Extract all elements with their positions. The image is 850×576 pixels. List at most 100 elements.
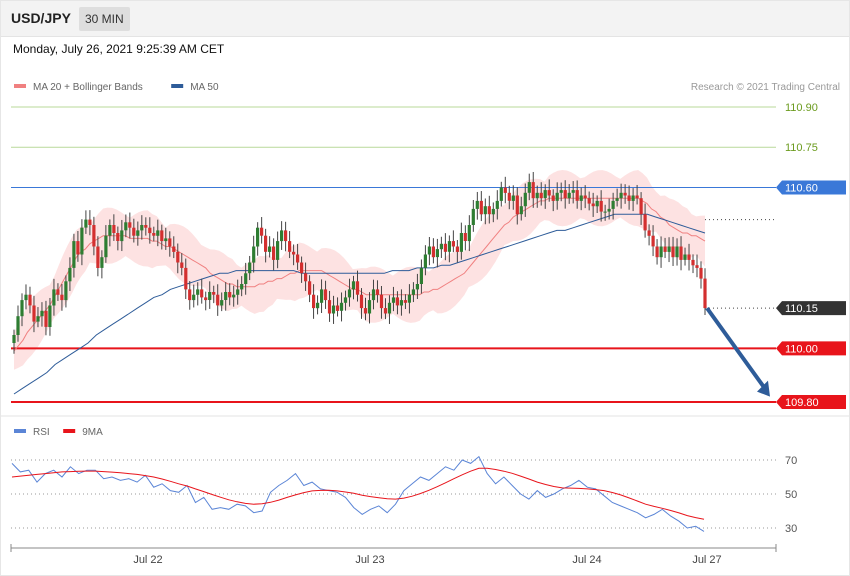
candle-body [531,182,535,199]
candle-body [527,182,531,193]
candle-body [236,289,240,295]
candle-body [331,305,336,314]
candle-body [511,195,515,201]
candle-body [695,265,699,268]
candle-body [467,225,471,242]
candle-body [168,238,172,247]
support-price-tag [776,341,846,356]
support-label: 110.00 [785,343,818,355]
candle-body [551,195,555,201]
rsi-legend-swatch [14,429,26,433]
candle-body [643,214,647,231]
candle-body [351,281,356,290]
candle-body [411,289,415,295]
candle-body [455,246,459,252]
rsi-tick-label: 50 [785,489,797,501]
candle-body [435,249,439,258]
x-tick-label: Jul 27 [692,554,721,566]
candle-body [543,190,547,199]
candle-body [439,243,443,250]
candle-body [316,302,320,309]
candle-body [216,294,220,306]
candle-body [423,254,427,268]
candle-body [663,246,667,252]
x-tick-label: Jul 24 [572,554,601,566]
candle-body [68,267,72,282]
rsi-legend-swatch [63,429,76,433]
candle-body [280,230,284,242]
rsi-legend-label: 9MA [82,427,103,438]
candle-body [252,246,256,263]
support-label: 109.80 [785,397,819,409]
candle-body [567,192,571,199]
candle-body [248,262,252,274]
candle-body [595,200,599,207]
candle-body [308,281,312,295]
candle-body [284,230,288,242]
candle-body [140,225,144,231]
candle-body [507,192,511,201]
candle-body [192,294,196,301]
candle-body [419,267,423,284]
candle-body [355,281,360,295]
candle-body [391,297,396,303]
timeframe-button[interactable]: 30 MIN [79,7,130,31]
candle-body [639,198,643,215]
candle-body [60,294,64,301]
candle-body [443,243,447,252]
x-tick-label: Jul 23 [355,554,384,566]
candle-body [655,246,659,258]
rsi-tick-label: 30 [785,523,797,535]
candle-body [24,294,28,301]
candle-body [611,200,615,209]
legend-label: MA 20 + Bollinger Bands [33,82,143,93]
candle-body [108,225,112,236]
candle-body [683,254,687,260]
forecast-arrow-line [705,306,767,390]
candle-body [635,195,639,199]
candle-body [312,294,316,309]
candle-body [615,198,619,201]
candle-body [631,195,635,201]
candle-body [96,246,100,268]
candle-body [264,235,268,252]
candle-body [136,230,140,236]
candle-body [647,230,651,236]
candle-body [547,190,551,196]
candle-body [399,300,403,306]
candle-body [212,292,216,295]
candle-body [244,273,248,284]
candle-body [132,227,136,236]
candle-body [395,297,399,306]
candle-body [471,208,475,225]
candle-body [92,225,96,247]
candle-body [599,200,603,212]
candle-body [180,262,184,268]
support-price-tag [776,395,846,409]
candle-body [128,222,132,228]
legend-label: MA 50 [190,82,219,93]
candle-body [112,225,116,233]
candle-body [152,233,156,236]
candle-body [555,192,559,201]
candle-body [703,278,707,309]
candle-body [503,187,507,193]
candle-body [88,219,92,225]
candle-body [172,246,176,252]
candle-body [579,195,583,201]
rsi-legend-label: RSI [33,427,50,438]
candle-body [16,316,20,335]
candle-body [375,289,380,295]
candle-body [687,254,691,260]
candle-body [475,200,479,209]
rsi-9ma-line [11,467,705,520]
candle-body [495,200,499,209]
candle-body [260,227,264,236]
candle-body [459,233,463,252]
candle-body [327,300,332,314]
candle-body [176,251,180,263]
candle-body [359,294,364,309]
candle-body [100,257,104,268]
pivot-price-tag [776,180,846,195]
